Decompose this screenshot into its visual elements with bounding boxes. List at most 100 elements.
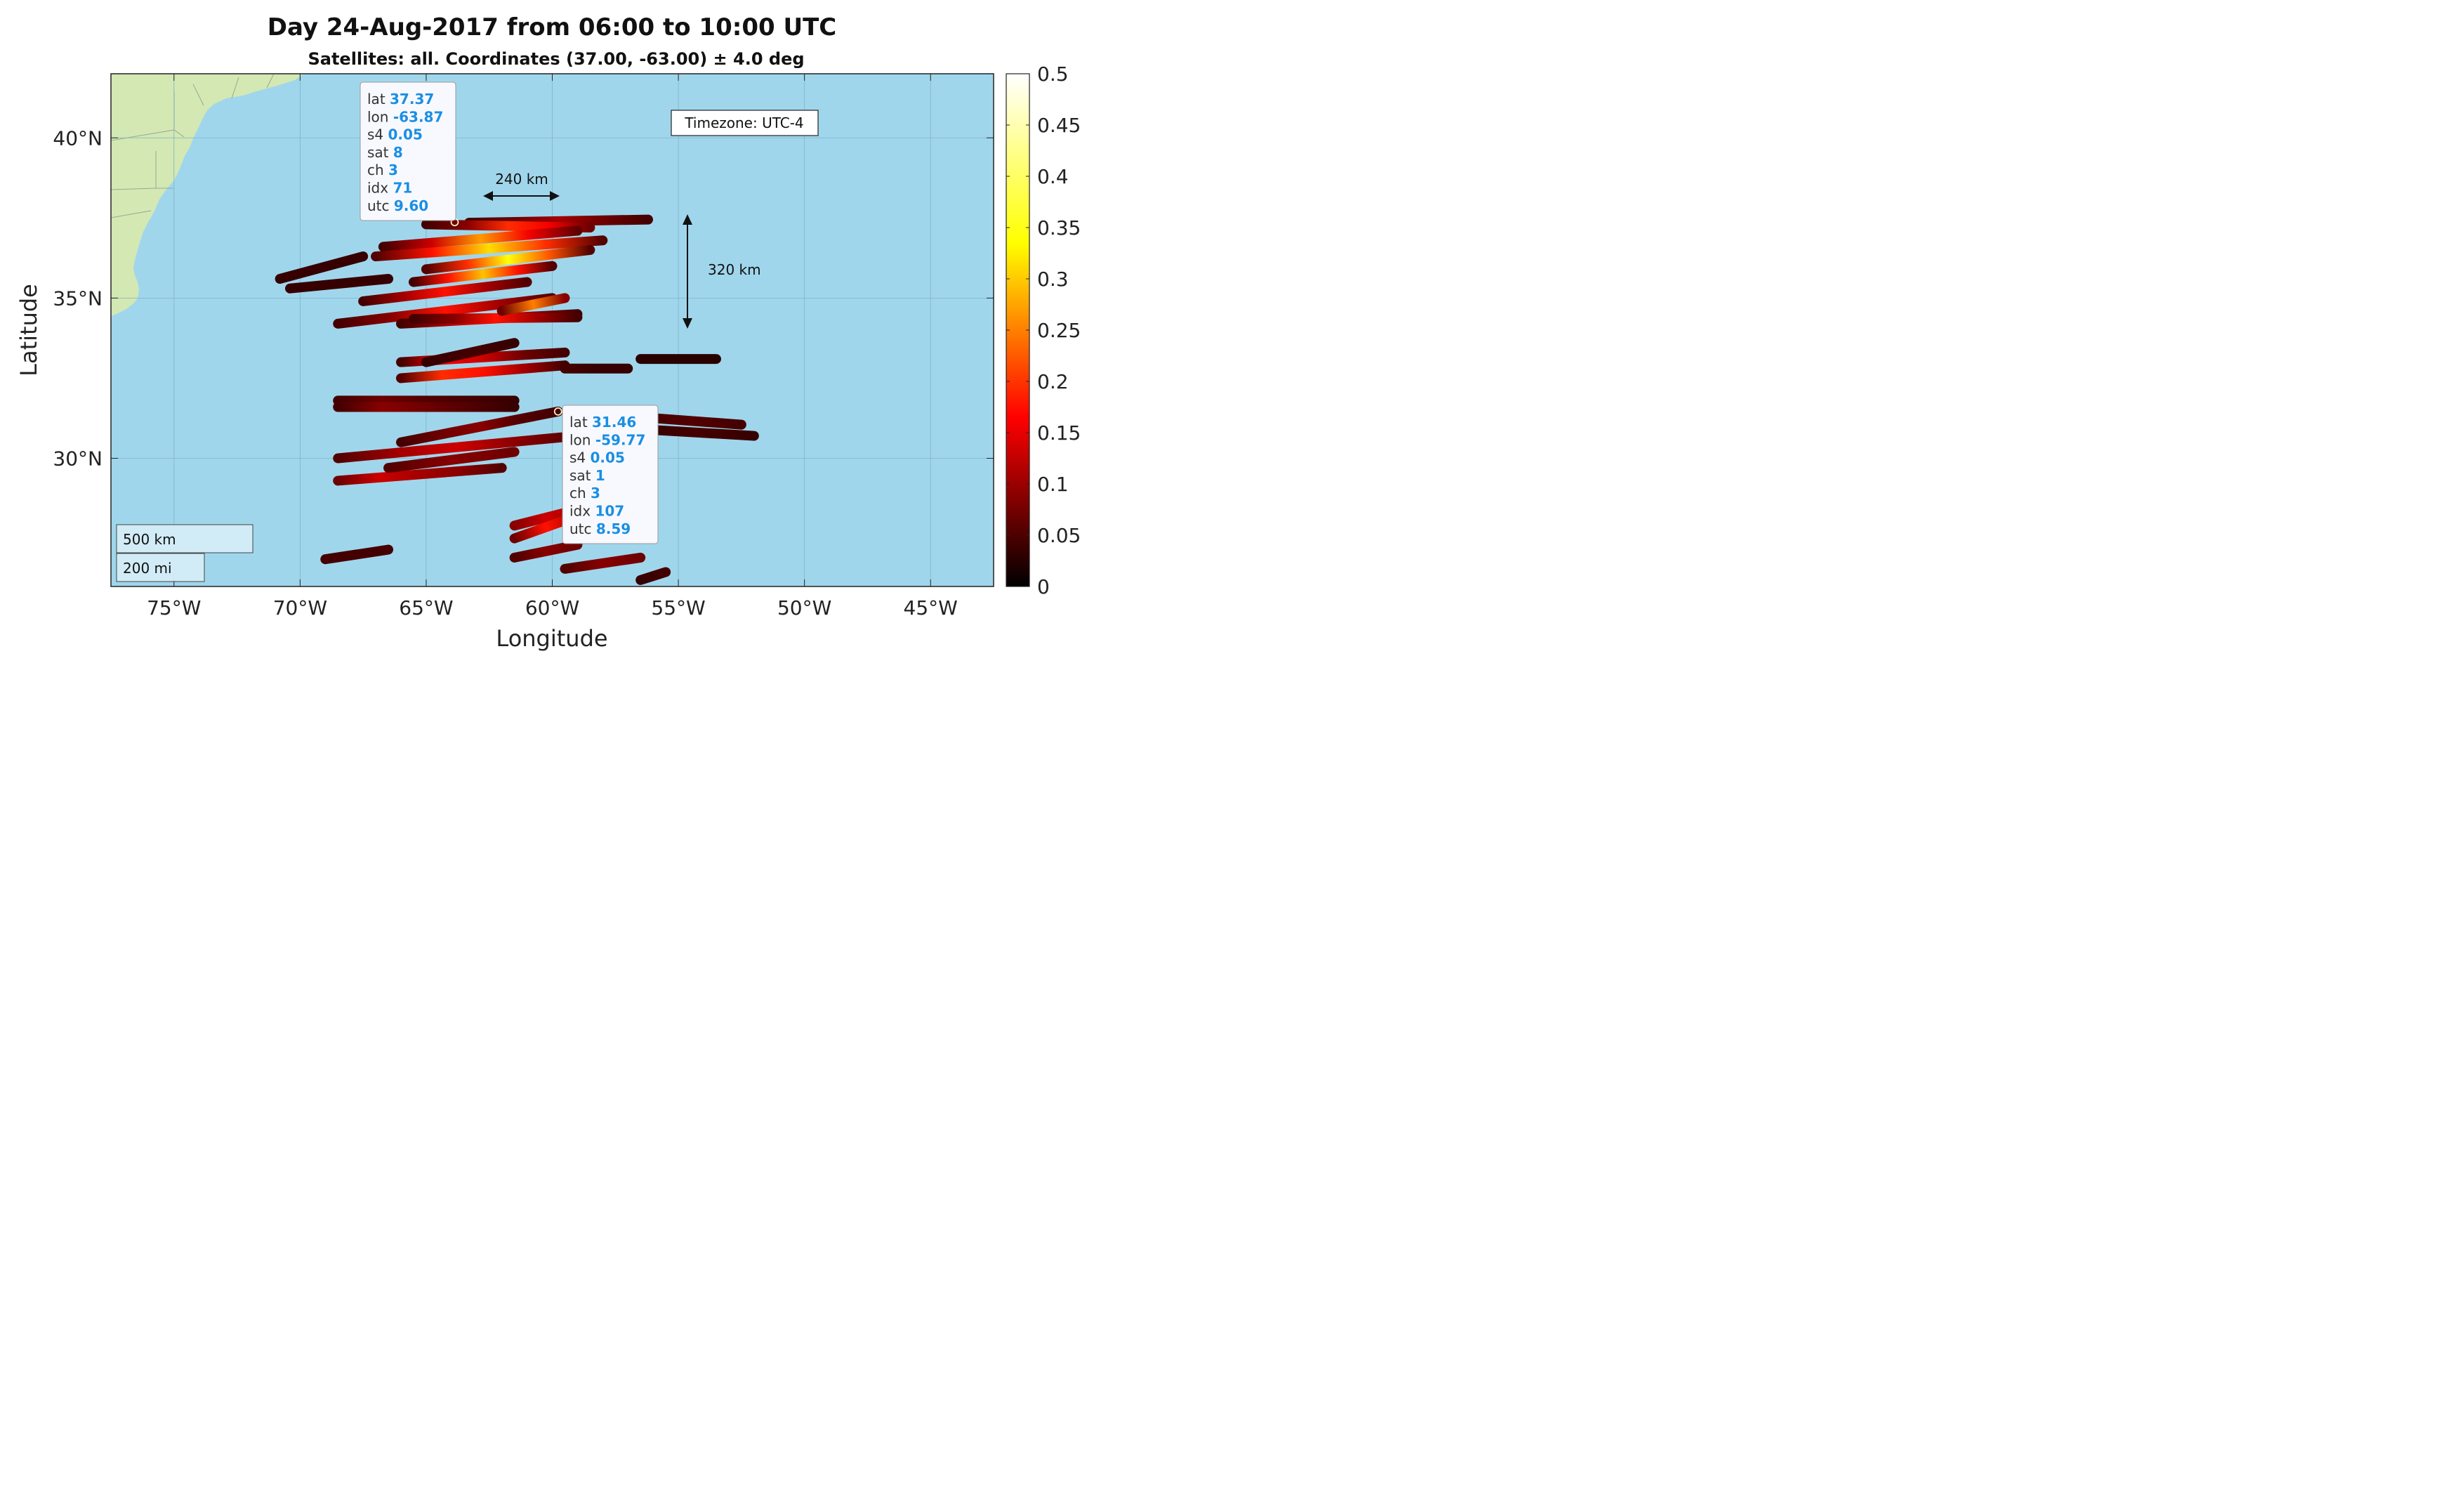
datatip-key: idx [569, 503, 595, 520]
figure: Day 24-Aug-2017 from 06:00 to 10:00 UTC … [15, 13, 1081, 652]
x-tick-label: 70°W [273, 596, 327, 619]
datatip-row: lon -59.77 [569, 431, 645, 448]
datatip-key: s4 [569, 450, 591, 466]
datatip-key: idx [367, 180, 393, 197]
datatip-row: lat 37.37 [367, 91, 434, 107]
track [421, 244, 595, 275]
datatip-key: ch [367, 162, 388, 178]
datatip-key: sat [367, 144, 393, 161]
track [383, 447, 520, 473]
track [378, 225, 583, 252]
colorbar-tick-label: 0 [1037, 575, 1050, 598]
x-tick-label: 65°W [399, 596, 453, 619]
scale-km-label: 500 km [123, 531, 176, 548]
datatip-value: 9.60 [394, 197, 428, 214]
track [333, 293, 558, 329]
y-tick-label: 35°N [53, 287, 103, 310]
y-tick-label: 40°N [53, 126, 103, 150]
arrow-down-icon [683, 318, 692, 329]
datatip-row: sat 1 [569, 467, 605, 484]
colorbar-tick-label: 0.25 [1037, 319, 1081, 342]
x-axis-label: Longitude [496, 625, 607, 652]
datatip-value: 1 [595, 467, 605, 484]
x-tick-label: 60°W [525, 596, 579, 619]
datatip-row: utc 8.59 [569, 520, 631, 537]
x-tick-label: 55°W [651, 596, 705, 619]
horizontal-distance-label: 240 km [495, 171, 548, 188]
colorbar-tick-label: 0.15 [1037, 421, 1081, 445]
datatip-key: lon [569, 431, 595, 448]
datatip-value: 37.37 [390, 91, 434, 107]
x-tick-label: 50°W [777, 596, 831, 619]
datatip-row: ch 3 [569, 485, 600, 501]
datatip-value: 71 [393, 180, 412, 197]
x-tick-label: 75°W [147, 596, 201, 619]
vertical-distance-label: 320 km [708, 261, 761, 278]
state-borders [111, 74, 275, 218]
datatip-key: utc [367, 197, 394, 214]
track [635, 567, 671, 585]
chart-subtitle: Satellites: all. Coordinates (37.00, -63… [308, 49, 804, 69]
arrow-up-icon [683, 214, 692, 225]
datatip-key: lat [569, 414, 592, 431]
colorbar-tick-label: 0.1 [1037, 473, 1069, 496]
colorbar-gradient [1006, 73, 1030, 587]
map-area[interactable] [111, 74, 994, 586]
vertical-distance-annotation: 320 km [683, 214, 761, 329]
datatip-value: 8 [393, 144, 403, 161]
datatip-marker[interactable] [553, 407, 562, 416]
track [408, 261, 558, 287]
colorbar-tick-label: 0.4 [1037, 165, 1069, 188]
scale-bar: 500 km 200 mi [116, 524, 253, 582]
datatip-row: s4 0.05 [569, 450, 625, 466]
datatip-row: lon -63.87 [367, 108, 443, 125]
datatip-key: lat [367, 91, 390, 107]
track [408, 312, 583, 324]
datatip-key: s4 [367, 126, 388, 143]
track [284, 274, 394, 294]
colorbar-tick-label: 0.3 [1037, 268, 1069, 291]
axis-ticks: 75°W 70°W 65°W 60°W 55°W 50°W 45°W 30°N 35°N 40°N [53, 74, 994, 619]
horizontal-distance-annotation: 240 km [483, 171, 560, 201]
scale-mi-label: 200 mi [123, 560, 172, 577]
colorbar-tick-label: 0.2 [1037, 370, 1069, 393]
track [333, 463, 507, 486]
track [275, 251, 369, 284]
datatip-key: sat [569, 467, 595, 484]
track [509, 539, 583, 563]
s4-tracks [275, 214, 759, 585]
datatip-value: 31.46 [592, 414, 636, 431]
datatip-value: 0.05 [388, 126, 423, 143]
arrow-right-icon [550, 191, 560, 201]
datatip-row: lat 31.46 [569, 414, 636, 431]
track [320, 544, 394, 565]
datatip-row: idx 107 [569, 503, 624, 520]
datatip-key: utc [569, 520, 596, 537]
colorbar: 0 0.05 0.1 0.15 0.2 0.25 0.3 0.35 0.4 0.45 0.5 [1006, 63, 1081, 598]
x-tick-label: 45°W [904, 596, 958, 619]
colorbar-tick-label: 0.45 [1037, 114, 1081, 137]
datatip-value: 107 [595, 503, 624, 520]
colorbar-ticks: 0 0.05 0.1 0.15 0.2 0.25 0.3 0.35 0.4 0.45 0.5 [1006, 63, 1081, 598]
datatip-key: ch [569, 485, 591, 501]
track [496, 293, 570, 316]
datatip-row: ch 3 [367, 162, 398, 178]
colorbar-tick-label: 0.05 [1037, 524, 1081, 547]
datatip-row: s4 0.05 [367, 126, 423, 143]
datatip-row: sat 8 [367, 144, 403, 161]
track [358, 277, 532, 306]
datatip-value: -63.87 [393, 108, 444, 125]
timezone-box: Timezone: UTC-4 [671, 110, 819, 136]
datatip-value: 3 [591, 485, 600, 501]
timezone-label: Timezone: UTC-4 [684, 114, 803, 131]
datatip-key: lon [367, 108, 393, 125]
datatip-value: -59.77 [595, 431, 646, 448]
datatip-value: 0.05 [591, 450, 625, 466]
track [333, 431, 583, 464]
track [560, 552, 646, 574]
datatip-row: idx 71 [367, 180, 412, 197]
datatip-value: 8.59 [596, 520, 631, 537]
land-us-east-coast [111, 74, 303, 316]
